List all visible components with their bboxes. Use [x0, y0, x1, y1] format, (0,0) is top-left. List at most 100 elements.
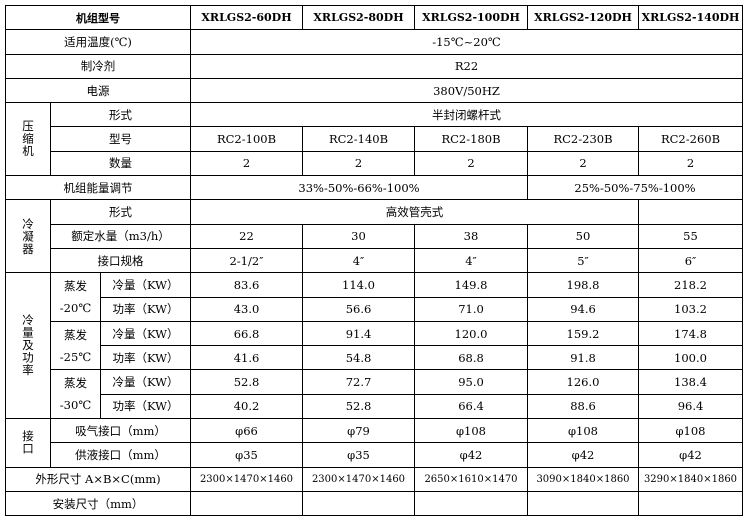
table-row: 数量 2 2 2 2 2 — [6, 150, 743, 177]
row-label: 制冷剂 — [5, 53, 191, 79]
table-row: 供液接口（mm） φ35 φ35 φ42 φ42 φ42 — [6, 442, 743, 468]
value-cell: 94.6 — [527, 296, 639, 322]
row-label: 适用温度(℃) — [5, 29, 191, 55]
row-label: 供液接口（mm） — [50, 442, 191, 468]
row-label: 外形尺寸 A×B×C(mm) — [5, 466, 191, 492]
cell: 25%-50%-75%-100% — [527, 175, 743, 201]
row-label: 额定水量（m3/h） — [50, 223, 191, 249]
table-row: 蒸发 -30℃ 冷量（KW） 52.8 72.7 95.0 126.0 138.4 — [6, 369, 743, 420]
row-label: 数量 — [50, 150, 191, 177]
value-cell: 2 — [414, 150, 528, 177]
cell: 33%-50%-66%-100% — [190, 175, 528, 201]
row-label: 功率（KW） — [100, 393, 191, 420]
cell: -15℃~20℃ — [190, 29, 743, 55]
value-cell: φ108 — [527, 418, 639, 444]
table-row: 接口 吸气接口（mm） φ66 φ79 φ108 φ108 φ108 — [5, 418, 743, 468]
value-cell: 43.0 — [190, 296, 303, 322]
value-cell: 4″ — [414, 247, 528, 274]
group-label: 接口 — [5, 418, 51, 468]
row-label: 形式 — [50, 199, 191, 225]
value-cell: 6″ — [638, 247, 743, 274]
value-cell: φ66 — [190, 418, 303, 444]
value-cell: φ42 — [638, 442, 743, 468]
value-cell: 95.0 — [414, 369, 528, 395]
model-header: XRLGS2-100DH — [414, 4, 528, 31]
row-label: 冷量（KW） — [100, 320, 191, 347]
value-cell: 2 — [638, 150, 743, 177]
value-cell: RC2-260B — [638, 126, 743, 152]
model-header: XRLGS2-80DH — [302, 4, 415, 31]
condition-text: -20℃ — [59, 301, 92, 316]
group-label: 冷凝器 — [5, 199, 51, 274]
row-label: 吸气接口（mm） — [50, 418, 191, 444]
empty-cell — [414, 490, 528, 517]
condition-text: 蒸发 — [64, 279, 87, 294]
value-cell: 68.8 — [414, 345, 528, 371]
cell: R22 — [190, 53, 743, 79]
cell: 380V/50HZ — [190, 77, 743, 104]
table-row: 机组型号 XRLGS2-60DH XRLGS2-80DH XRLGS2-100DH XR… — [5, 4, 743, 31]
condition-text: 蒸发 — [64, 376, 87, 391]
table-row: 功率（KW） 40.2 52.8 66.4 88.6 96.4 — [6, 393, 743, 420]
value-cell: φ108 — [414, 418, 528, 444]
value-cell: 54.8 — [302, 345, 415, 371]
table-row: 功率（KW） 43.0 56.6 71.0 94.6 103.2 — [6, 296, 743, 322]
value-cell: RC2-100B — [190, 126, 303, 152]
cell: 高效管壳式 — [190, 199, 639, 225]
value-cell: 2 — [302, 150, 415, 177]
value-cell: φ35 — [302, 442, 415, 468]
condition-cell: 蒸发 -30℃ — [50, 369, 101, 420]
group-label: 压缩机 — [5, 102, 51, 177]
value-cell: φ42 — [527, 442, 639, 468]
value-cell: 100.0 — [638, 345, 743, 371]
value-cell: φ35 — [190, 442, 303, 468]
row-label: 电源 — [5, 77, 191, 104]
value-cell: 174.8 — [638, 320, 743, 347]
table-row: 外形尺寸 A×B×C(mm) 2300×1470×1460 2300×1470×14… — [5, 466, 743, 492]
value-cell: 40.2 — [190, 393, 303, 420]
value-cell: 41.6 — [190, 345, 303, 371]
condition-text: -25℃ — [59, 349, 92, 364]
value-cell: φ42 — [414, 442, 528, 468]
value-cell: 5″ — [527, 247, 639, 274]
table-row: 电源 380V/50HZ — [5, 77, 743, 104]
cell: 半封闭螺杆式 — [190, 102, 743, 128]
value-cell: 126.0 — [527, 369, 639, 395]
table-row: 机组能量调节 33%-50%-66%-100% 25%-50%-75%-100% — [5, 175, 743, 201]
value-cell: RC2-140B — [302, 126, 415, 152]
row-label: 冷量（KW） — [100, 369, 191, 395]
value-cell: 159.2 — [527, 320, 639, 347]
model-header: XRLGS2-120DH — [527, 4, 639, 31]
condition-cell: 蒸发 -25℃ — [50, 320, 101, 371]
value-cell: φ108 — [638, 418, 743, 444]
row-label: 功率（KW） — [100, 345, 191, 371]
value-cell: RC2-230B — [527, 126, 639, 152]
value-cell: 56.6 — [302, 296, 415, 322]
value-cell: 91.4 — [302, 320, 415, 347]
value-cell: 2-1/2″ — [190, 247, 303, 274]
table-row: 适用温度(℃) -15℃~20℃ — [5, 29, 743, 55]
table-row: 冷量及功率 蒸发 -20℃ 冷量（KW） 83.6 114.0 149.8 198.8 218.… — [5, 272, 743, 420]
row-label: 接口规格 — [50, 247, 191, 274]
value-cell: 2300×1470×1460 — [190, 466, 303, 492]
value-cell: 114.0 — [302, 272, 415, 298]
empty-cell — [302, 490, 415, 517]
value-cell: 2 — [190, 150, 303, 177]
table-row: 额定水量（m3/h） 22 30 38 50 55 — [6, 223, 743, 249]
row-label: 功率（KW） — [100, 296, 191, 322]
row-label: 安装尺寸（mm） — [5, 490, 191, 517]
value-cell: 3290×1840×1860 — [638, 466, 743, 492]
table-row: 接口规格 2-1/2″ 4″ 4″ 5″ 6″ — [6, 247, 743, 274]
condition-cell: 蒸发 -20℃ — [50, 272, 101, 322]
spec-table: 机组型号 XRLGS2-60DH XRLGS2-80DH XRLGS2-100DH XR… — [5, 4, 743, 517]
value-cell: 30 — [302, 223, 415, 249]
value-cell: 138.4 — [638, 369, 743, 395]
value-cell: φ79 — [302, 418, 415, 444]
value-cell: 72.7 — [302, 369, 415, 395]
condition-text: -30℃ — [59, 398, 92, 413]
value-cell: 120.0 — [414, 320, 528, 347]
value-cell: 4″ — [302, 247, 415, 274]
value-cell: 91.8 — [527, 345, 639, 371]
value-cell: 218.2 — [638, 272, 743, 298]
